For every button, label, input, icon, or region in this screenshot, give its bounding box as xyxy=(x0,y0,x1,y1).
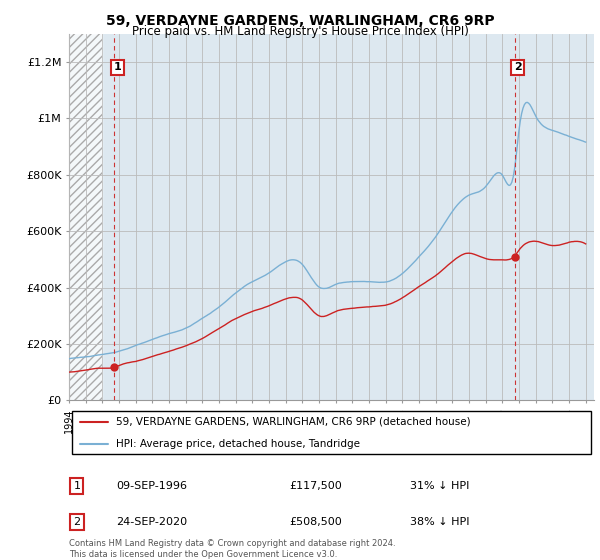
Text: 09-SEP-1996: 09-SEP-1996 xyxy=(116,481,187,491)
Text: 59, VERDAYNE GARDENS, WARLINGHAM, CR6 9RP: 59, VERDAYNE GARDENS, WARLINGHAM, CR6 9R… xyxy=(106,14,494,28)
Text: Price paid vs. HM Land Registry's House Price Index (HPI): Price paid vs. HM Land Registry's House … xyxy=(131,25,469,38)
Text: 2: 2 xyxy=(73,517,80,527)
Text: 38% ↓ HPI: 38% ↓ HPI xyxy=(410,517,470,527)
Text: £117,500: £117,500 xyxy=(290,481,342,491)
FancyBboxPatch shape xyxy=(71,410,592,455)
Text: 24-SEP-2020: 24-SEP-2020 xyxy=(116,517,187,527)
Text: £508,500: £508,500 xyxy=(290,517,342,527)
Polygon shape xyxy=(69,34,103,400)
Text: 1: 1 xyxy=(113,63,121,72)
Text: 1: 1 xyxy=(73,481,80,491)
Text: 31% ↓ HPI: 31% ↓ HPI xyxy=(410,481,470,491)
Text: Contains HM Land Registry data © Crown copyright and database right 2024.
This d: Contains HM Land Registry data © Crown c… xyxy=(69,539,395,559)
Text: 2: 2 xyxy=(514,63,522,72)
Text: 59, VERDAYNE GARDENS, WARLINGHAM, CR6 9RP (detached house): 59, VERDAYNE GARDENS, WARLINGHAM, CR6 9R… xyxy=(116,417,471,427)
Text: HPI: Average price, detached house, Tandridge: HPI: Average price, detached house, Tand… xyxy=(116,438,360,449)
